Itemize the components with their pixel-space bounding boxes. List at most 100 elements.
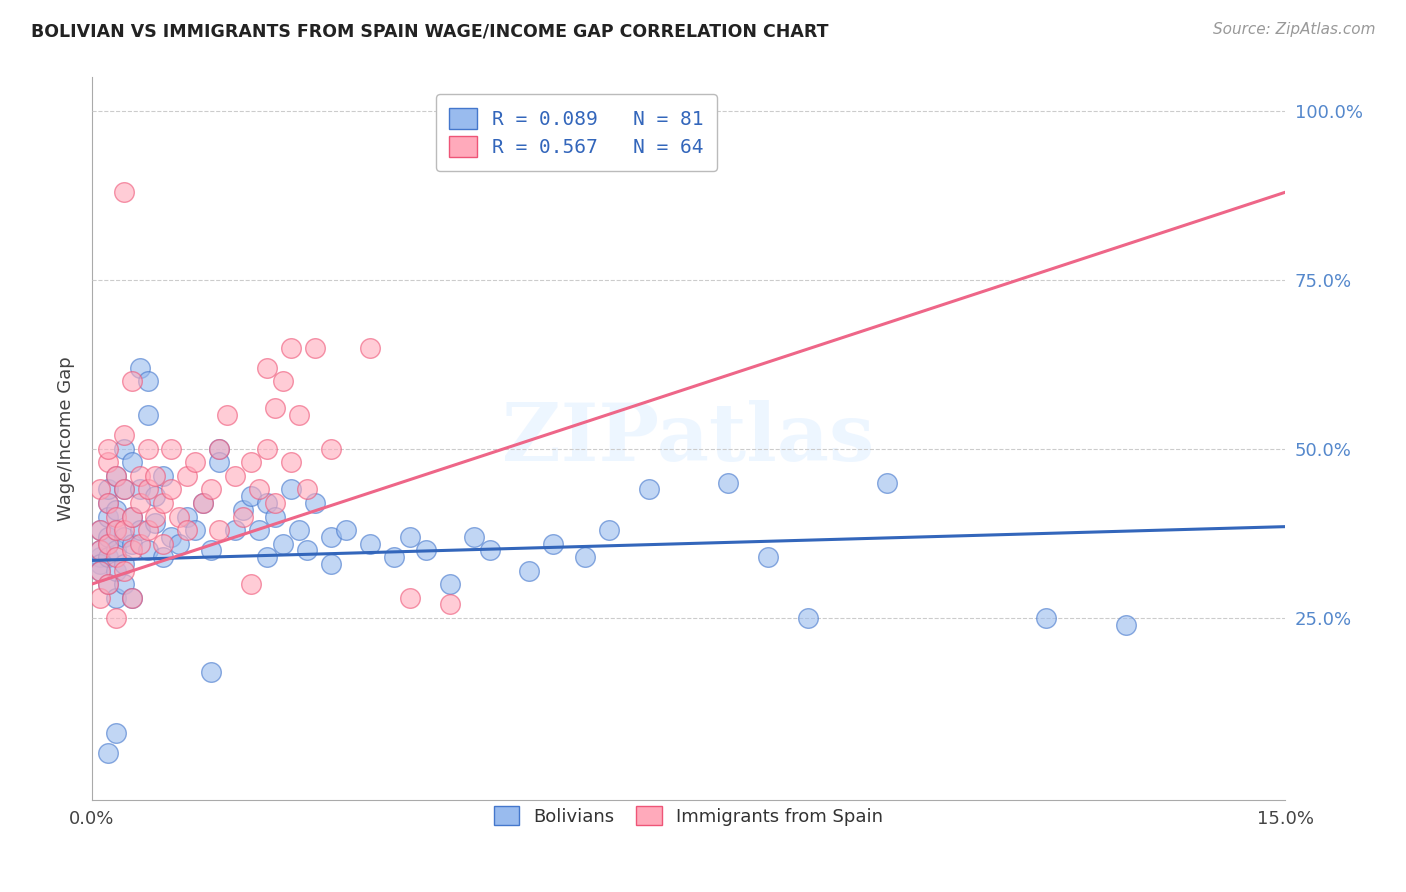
Point: [319, 557, 342, 571]
Point: [876, 475, 898, 490]
Point: [89, 549, 111, 564]
Point: [239, 577, 262, 591]
Point: [152, 549, 174, 564]
Point: [256, 442, 278, 456]
Point: [136, 408, 159, 422]
Point: [89, 591, 111, 605]
Point: [239, 489, 262, 503]
Point: [136, 483, 159, 497]
Point: [200, 483, 222, 497]
Point: [256, 496, 278, 510]
Point: [89, 543, 111, 558]
Point: [152, 469, 174, 483]
Point: [193, 496, 215, 510]
Point: [97, 496, 120, 510]
Point: [152, 536, 174, 550]
Point: [97, 509, 120, 524]
Point: [478, 543, 501, 558]
Point: [104, 523, 127, 537]
Point: [287, 523, 309, 537]
Point: [193, 496, 215, 510]
Point: [295, 543, 318, 558]
Point: [121, 375, 143, 389]
Point: [208, 523, 231, 537]
Point: [97, 530, 120, 544]
Point: [160, 442, 183, 456]
Point: [256, 360, 278, 375]
Point: [399, 530, 422, 544]
Point: [104, 469, 127, 483]
Point: [519, 564, 541, 578]
Point: [256, 549, 278, 564]
Point: [97, 496, 120, 510]
Point: [169, 536, 191, 550]
Point: [280, 455, 302, 469]
Point: [145, 509, 167, 524]
Point: [112, 442, 135, 456]
Text: Source: ZipAtlas.com: Source: ZipAtlas.com: [1212, 22, 1375, 37]
Point: [287, 408, 309, 422]
Point: [152, 496, 174, 510]
Point: [89, 564, 111, 578]
Point: [304, 341, 326, 355]
Y-axis label: Wage/Income Gap: Wage/Income Gap: [58, 357, 75, 521]
Point: [271, 375, 294, 389]
Point: [382, 549, 405, 564]
Point: [104, 591, 127, 605]
Point: [208, 442, 231, 456]
Point: [439, 577, 461, 591]
Point: [319, 530, 342, 544]
Point: [97, 455, 120, 469]
Point: [271, 536, 294, 550]
Point: [128, 469, 150, 483]
Point: [97, 483, 120, 497]
Point: [104, 549, 127, 564]
Point: [359, 536, 381, 550]
Point: [145, 489, 167, 503]
Point: [598, 523, 620, 537]
Point: [97, 442, 120, 456]
Point: [121, 509, 143, 524]
Point: [97, 577, 120, 591]
Point: [263, 401, 285, 416]
Point: [112, 577, 135, 591]
Point: [104, 564, 127, 578]
Point: [797, 611, 820, 625]
Point: [104, 509, 127, 524]
Point: [1115, 617, 1137, 632]
Point: [263, 509, 285, 524]
Point: [112, 523, 135, 537]
Point: [104, 469, 127, 483]
Point: [136, 523, 159, 537]
Point: [1035, 611, 1057, 625]
Point: [89, 523, 111, 537]
Point: [295, 483, 318, 497]
Point: [200, 665, 222, 679]
Point: [304, 496, 326, 510]
Point: [463, 530, 485, 544]
Point: [121, 455, 143, 469]
Point: [169, 509, 191, 524]
Point: [439, 597, 461, 611]
Point: [541, 536, 564, 550]
Point: [756, 549, 779, 564]
Point: [112, 186, 135, 200]
Point: [112, 483, 135, 497]
Point: [128, 523, 150, 537]
Point: [224, 523, 246, 537]
Point: [112, 557, 135, 571]
Point: [121, 509, 143, 524]
Point: [97, 577, 120, 591]
Point: [200, 543, 222, 558]
Point: [97, 746, 120, 760]
Point: [335, 523, 357, 537]
Point: [121, 536, 143, 550]
Point: [89, 483, 111, 497]
Point: [136, 543, 159, 558]
Point: [399, 591, 422, 605]
Point: [637, 483, 659, 497]
Point: [97, 549, 120, 564]
Text: BOLIVIAN VS IMMIGRANTS FROM SPAIN WAGE/INCOME GAP CORRELATION CHART: BOLIVIAN VS IMMIGRANTS FROM SPAIN WAGE/I…: [31, 22, 828, 40]
Point: [415, 543, 437, 558]
Text: ZIPatlas: ZIPatlas: [502, 400, 875, 478]
